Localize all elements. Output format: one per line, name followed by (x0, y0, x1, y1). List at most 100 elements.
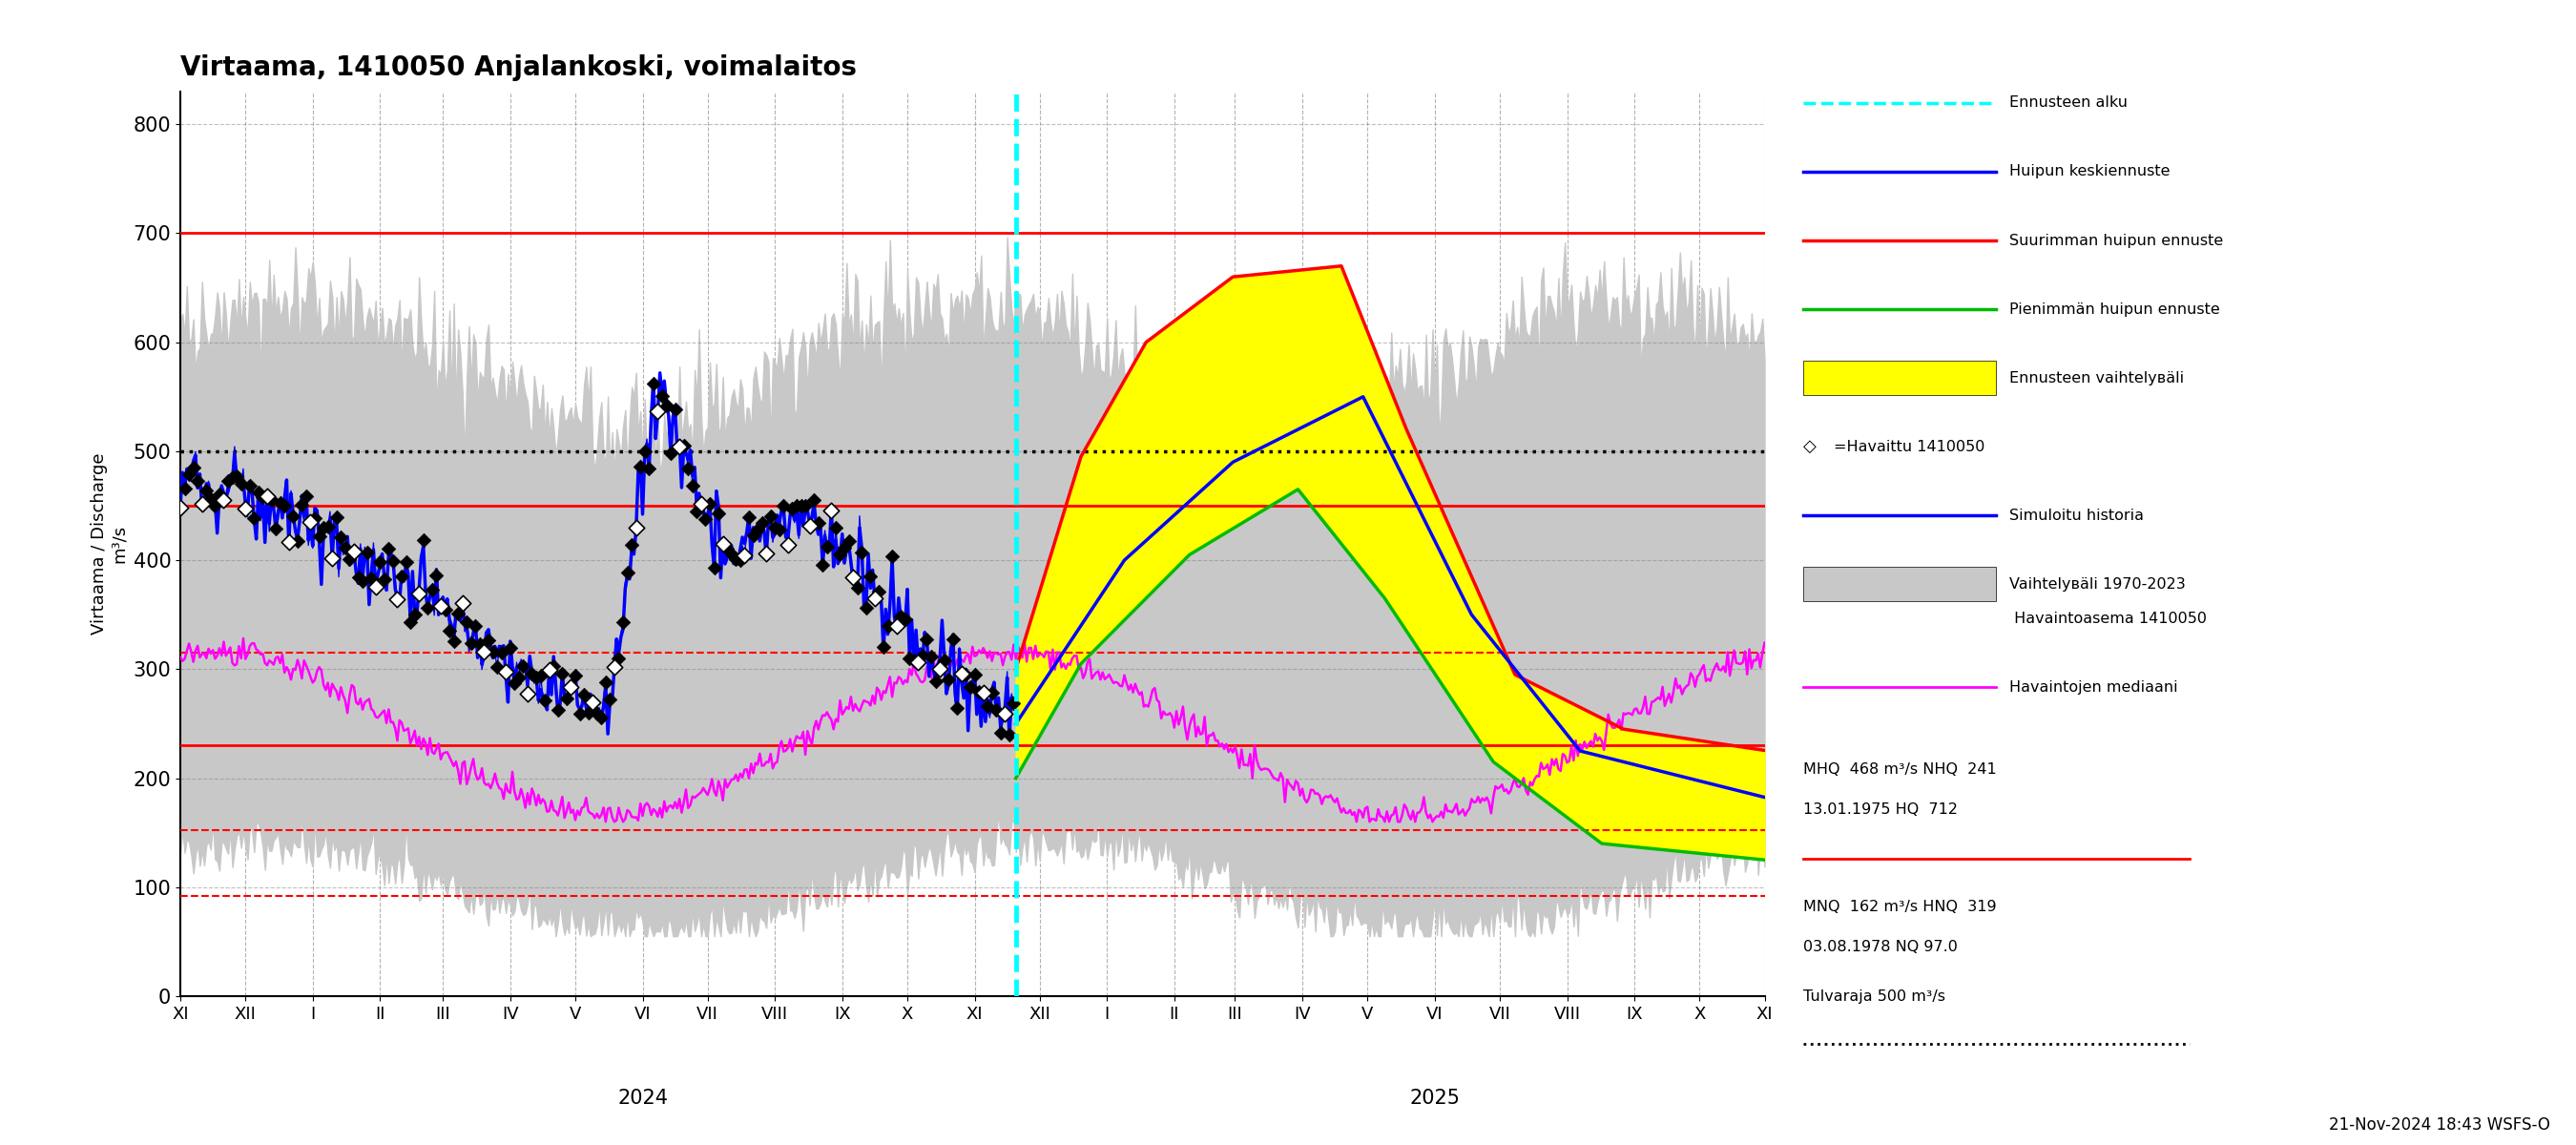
Point (737, 521, 778, 539)
Point (685, 510, 726, 528)
Point (242, 488, 283, 506)
Text: MHQ  468 m³/s NHQ  241: MHQ 468 m³/s NHQ 241 (1803, 763, 1996, 776)
Point (554, 666, 595, 685)
Point (399, 584, 440, 602)
Point (229, 476, 270, 495)
Point (914, 672, 956, 690)
Point (260, 495, 301, 513)
Point (672, 476, 714, 495)
Point (433, 632, 474, 650)
Point (654, 401, 696, 419)
Point (876, 617, 917, 635)
Point (415, 566, 456, 584)
Point (178, 472, 219, 490)
Point (224, 499, 265, 518)
Point (551, 678, 592, 696)
Point (381, 567, 422, 585)
Point (286, 487, 327, 505)
Point (363, 570, 404, 589)
Point (925, 650, 966, 669)
Point (191, 490, 232, 508)
Point (204, 491, 245, 510)
Point (489, 639, 531, 657)
Point (788, 518, 829, 536)
Point (616, 519, 657, 537)
Point (590, 690, 631, 709)
Point (502, 657, 544, 676)
Point (608, 563, 649, 582)
Point (979, 724, 1020, 742)
Point (507, 685, 549, 703)
Point (216, 467, 258, 485)
Point (634, 374, 675, 393)
Text: Vaihtelувäli 1970-2023: Vaihtelувäli 1970-2023 (2009, 577, 2184, 591)
Point (237, 483, 278, 502)
Text: 2024: 2024 (618, 1089, 667, 1108)
Point (526, 692, 567, 710)
Point (304, 519, 345, 537)
Point (250, 491, 291, 510)
Point (896, 654, 938, 672)
Text: Ennusteen vaihtelувäli: Ennusteen vaihtelувäli (2009, 371, 2184, 385)
Point (824, 539, 866, 558)
Point (533, 657, 574, 676)
Point (616, 519, 657, 537)
Point (528, 661, 569, 679)
Point (337, 568, 379, 586)
Point (909, 647, 951, 665)
Text: 21-Nov-2024 18:43 WSFS-O: 21-Nov-2024 18:43 WSFS-O (2329, 1116, 2550, 1134)
Point (515, 669, 556, 687)
Text: =Havaittu 1410050: =Havaittu 1410050 (1834, 440, 1986, 453)
Point (193, 497, 234, 515)
Point (420, 597, 461, 615)
Point (698, 505, 739, 523)
Point (623, 442, 665, 460)
Point (984, 704, 1025, 722)
Point (781, 497, 822, 515)
Point (719, 551, 760, 569)
Point (510, 665, 551, 684)
Point (845, 599, 886, 617)
Point (167, 465, 209, 483)
Point (811, 502, 853, 520)
Text: 03.08.1978 NQ 97.0: 03.08.1978 NQ 97.0 (1803, 940, 1958, 954)
Point (647, 396, 688, 414)
Text: Suurimman huipun ennuste: Suurimman huipun ennuste (2009, 234, 2223, 247)
Point (572, 694, 613, 712)
Point (173, 458, 214, 476)
Point (744, 544, 786, 562)
Point (940, 664, 981, 682)
Point (768, 536, 809, 554)
Point (484, 662, 526, 680)
Point (317, 508, 358, 527)
Point (343, 572, 384, 591)
Point (881, 607, 922, 625)
Point (863, 638, 904, 656)
Point (268, 534, 309, 552)
Point (209, 472, 250, 490)
Point (551, 678, 592, 696)
Point (394, 606, 435, 624)
Point (389, 613, 430, 631)
Text: Simuloitu historia: Simuloitu historia (2009, 508, 2143, 522)
Text: 13.01.1975 HQ  712: 13.01.1975 HQ 712 (1803, 803, 1958, 816)
Point (611, 535, 652, 553)
Point (350, 569, 392, 587)
Point (255, 520, 296, 538)
Point (376, 590, 417, 608)
Point (677, 503, 719, 521)
Point (180, 495, 222, 513)
Text: ◇: ◇ (1803, 439, 1816, 456)
Point (497, 669, 538, 687)
Text: Havaintojen mediaani: Havaintojen mediaani (2009, 680, 2177, 694)
Point (402, 531, 443, 550)
Point (945, 665, 987, 684)
Point (742, 514, 783, 532)
Point (788, 518, 829, 536)
Point (459, 635, 500, 654)
Point (546, 689, 587, 708)
Point (361, 553, 402, 571)
Point (819, 546, 860, 564)
Point (564, 686, 605, 704)
Point (773, 499, 814, 518)
